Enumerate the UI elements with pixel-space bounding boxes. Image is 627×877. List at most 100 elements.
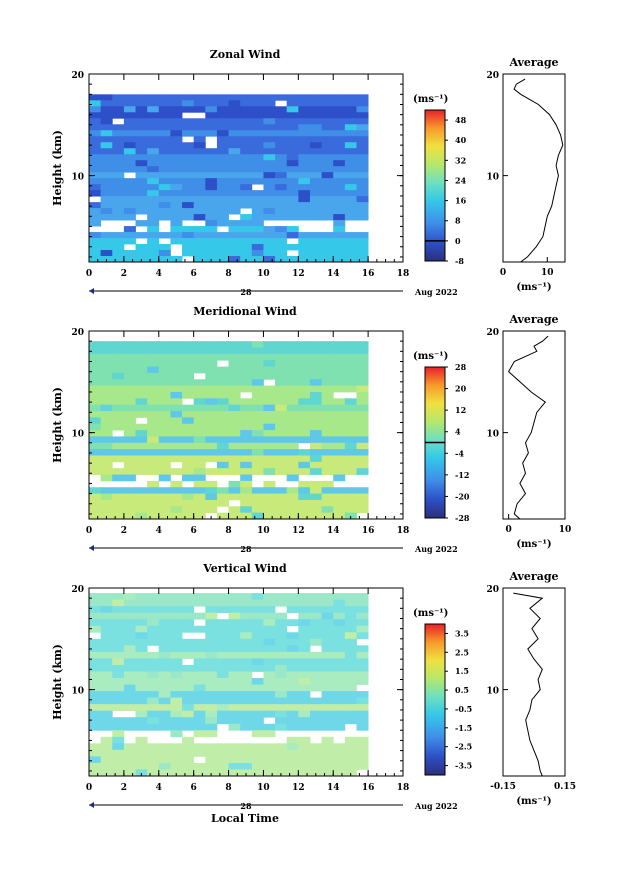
heatmap-cell — [147, 723, 160, 731]
heatmap-cell — [344, 449, 357, 456]
heatmap-cell — [216, 461, 229, 469]
heatmap-cell — [182, 178, 195, 185]
heatmap-cell — [275, 238, 288, 245]
heatmap-cell — [135, 736, 148, 744]
heatmap-cell — [193, 411, 206, 418]
heatmap-cell — [228, 94, 241, 101]
profile-line — [513, 592, 544, 777]
colorbar-tick-label: 0 — [455, 236, 461, 246]
heatmap-cell — [112, 214, 125, 221]
heatmap-cell — [356, 160, 369, 167]
heatmap-cell — [344, 366, 357, 374]
heatmap-cell — [147, 455, 160, 463]
heatmap-cell — [333, 154, 346, 161]
heatmap-cell — [356, 178, 369, 185]
heatmap-cell — [193, 671, 206, 679]
heatmap-cell — [321, 398, 334, 406]
heatmap-cell — [170, 480, 183, 488]
heatmap-cell — [321, 625, 334, 633]
heatmap-cell — [286, 366, 299, 374]
heatmap-cell — [251, 619, 264, 627]
heatmap-cell — [147, 208, 160, 215]
heatmap-cell — [182, 599, 195, 607]
heatmap-cell — [135, 353, 148, 361]
heatmap-cell — [147, 106, 160, 113]
x-tick-label: 2 — [121, 783, 127, 793]
heatmap-cell — [344, 684, 357, 692]
x-tick-label: 4 — [156, 783, 162, 793]
heatmap-cell — [356, 379, 369, 387]
heatmap-cell — [147, 461, 160, 469]
heatmap-cell — [147, 112, 160, 119]
heatmap-cell — [344, 160, 357, 167]
heatmap-cell — [112, 449, 125, 456]
heatmap-cell — [333, 130, 346, 137]
heatmap-cell — [123, 632, 136, 640]
heatmap-cell — [344, 651, 357, 659]
heatmap-cell — [123, 762, 136, 770]
heatmap-cell — [205, 468, 218, 475]
heatmap-cell — [112, 385, 125, 393]
heatmap-cell — [170, 148, 183, 155]
heatmap-cell — [135, 404, 148, 412]
heatmap-cell — [170, 366, 183, 374]
heatmap-cell — [112, 487, 125, 494]
heatmap-cell — [147, 360, 160, 367]
heatmap-cell — [240, 474, 253, 482]
heatmap-cell — [344, 136, 357, 143]
heatmap-cell — [228, 398, 241, 406]
heatmap-cell — [321, 232, 334, 239]
heatmap-cell — [286, 619, 299, 627]
heatmap-cell — [182, 506, 195, 514]
heatmap-cell — [286, 436, 299, 444]
heatmap-cell — [298, 449, 311, 456]
heatmap-cell — [112, 704, 125, 712]
heatmap-cell — [298, 124, 311, 131]
heatmap-cell — [309, 723, 322, 731]
heatmap-cell — [228, 612, 241, 620]
heatmap-cell — [344, 154, 357, 161]
heatmap-cell — [356, 244, 369, 251]
heatmap-cell — [193, 136, 206, 143]
heatmap-cell — [344, 385, 357, 393]
heatmap-cell — [100, 372, 113, 380]
heatmap-cell — [333, 436, 346, 444]
heatmap-cell — [123, 379, 136, 387]
heatmap-cell — [275, 232, 288, 239]
heatmap-cell — [123, 474, 136, 482]
heatmap-cell — [193, 487, 206, 494]
heatmap-cell — [344, 461, 357, 469]
heatmap-cell — [100, 678, 113, 685]
x-tick-label: 12 — [292, 526, 305, 536]
heatmap-cell — [216, 671, 229, 679]
heatmap-cell — [275, 142, 288, 149]
heatmap-cell — [321, 196, 334, 203]
heatmap-cell — [158, 190, 171, 197]
heatmap-cell — [100, 749, 113, 757]
heatmap-cell — [356, 678, 369, 685]
heatmap-cell — [147, 678, 160, 685]
heatmap-cell — [240, 238, 253, 245]
heatmap-cell — [309, 638, 322, 646]
heatmap-cell — [135, 208, 148, 215]
heatmap-cell — [112, 499, 125, 507]
date-label: 28 — [240, 287, 252, 297]
heatmap-cell — [147, 238, 160, 245]
heatmap-cell — [100, 341, 113, 348]
heatmap-cell — [344, 625, 357, 633]
heatmap-cell — [333, 256, 346, 263]
heatmap-cell — [286, 112, 299, 119]
heatmap-cell — [344, 671, 357, 679]
heatmap-cell — [251, 512, 264, 520]
heatmap-cell — [356, 94, 369, 101]
heatmap-cell — [123, 238, 136, 245]
heatmap-cell — [321, 762, 334, 770]
heatmap-cell — [147, 599, 160, 607]
heatmap-cell — [309, 487, 322, 494]
heatmap-cell — [240, 398, 253, 406]
heatmap-cell — [298, 664, 311, 672]
heatmap-cell — [263, 691, 276, 699]
heatmap-cell — [147, 612, 160, 620]
heatmap-cell — [333, 474, 346, 482]
heatmap-cell — [112, 404, 125, 412]
